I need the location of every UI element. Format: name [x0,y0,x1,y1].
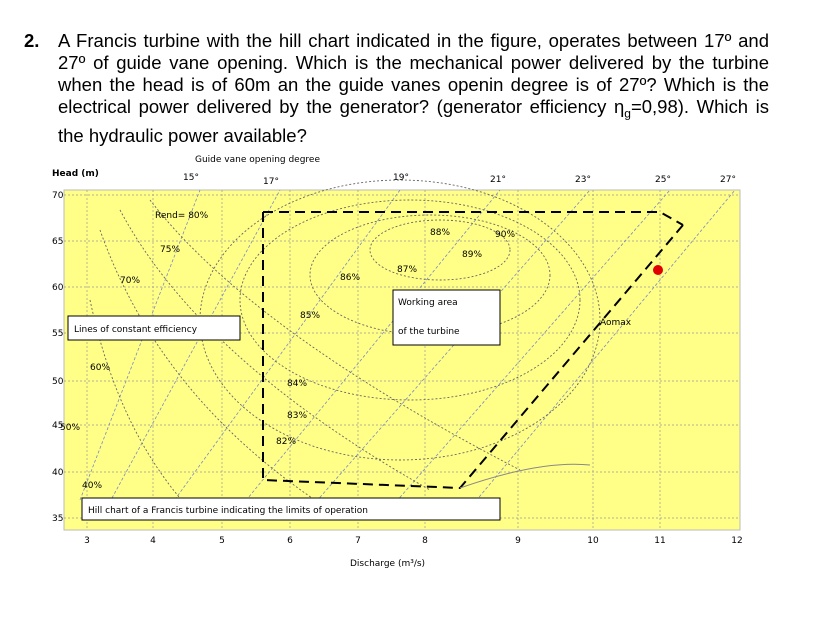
y-tick-label: 55 [52,329,63,339]
efficiency-label: 50% [60,423,80,433]
y-tick-label: 70 [52,191,64,201]
vane-angle: 15° [183,173,199,183]
caption-box [81,497,501,521]
efficiency-label: Rend= 80% [155,211,209,221]
vane-angle: 23° [575,175,591,185]
efficiency-label: 40% [82,481,102,491]
x-tick-label: 3 [84,536,90,546]
efficiency-label: 87% [397,265,417,275]
question: 2. A Francis turbine with the hill chart… [24,30,769,147]
eta-sub: g [624,106,631,121]
working-area: Working area [398,298,458,308]
text: A Francis turbine with the hill chart in… [58,30,769,117]
operating-point [653,265,663,275]
efficiency-label: 82% [276,437,296,447]
efficiency-label: 70% [120,276,140,286]
y-tick-label: 65 [52,237,63,247]
question-number: 2. [24,30,40,51]
efficiency-label: 90% [495,230,515,240]
vane-angle: 17° [263,177,279,187]
efficiency-label: 85% [300,311,320,321]
constant-efficiency: Lines of constant efficiency [74,325,198,335]
vane-lines [79,189,736,521]
efficiency-label: 88% [430,228,450,238]
operating-limits [262,211,684,490]
efficiency-label: 83% [287,411,307,421]
efficiency-label: 86% [340,273,360,283]
caption: Hill chart of a Francis turbine indicati… [88,506,368,516]
plot-area [63,189,741,531]
vane-angle: 19° [393,173,409,183]
question-text: A Francis turbine with the hill chart in… [58,30,769,147]
x-tick-label: 5 [219,536,225,546]
vane-label: Guide vane opening degree [195,155,320,165]
x-tick-label: 7 [355,536,361,546]
x-tick-label: 9 [515,536,521,546]
y-tick-label: 40 [52,468,64,478]
y-tick-label: 50 [52,377,64,387]
efficiency-box [67,315,241,341]
efficiency-label: 60% [90,363,110,373]
working-area: of the turbine [398,327,460,337]
vane-angle: 27° [720,175,736,185]
y-tick-label: 45 [52,421,63,431]
vane-angle: 21° [490,175,506,185]
x-tick-label: 4 [150,536,156,546]
curve [459,463,591,489]
x-tick-label: 11 [654,536,665,546]
eta: η [613,96,625,117]
x-tick-label: 6 [287,536,293,546]
efficiency-label: 75% [160,245,180,255]
y-tick-label: 35 [52,514,63,524]
x-tick-label: 12 [731,536,742,546]
efficiency-label: 89% [462,250,482,260]
text: =0,98). Which is the hydraulic power ava… [58,96,769,146]
y-axis-label: Head (m) [52,169,99,179]
working-area-box [392,289,501,346]
x-tick-label: 10 [587,536,599,546]
x-tick-label: 8 [422,536,428,546]
y-tick-label: 60 [52,283,64,293]
x-axis-label: Discharge (m³/s) [350,559,425,569]
vane-angle: 25° [655,175,671,185]
max-label: Aomax [600,318,632,328]
efficiency-label: 84% [287,379,307,389]
